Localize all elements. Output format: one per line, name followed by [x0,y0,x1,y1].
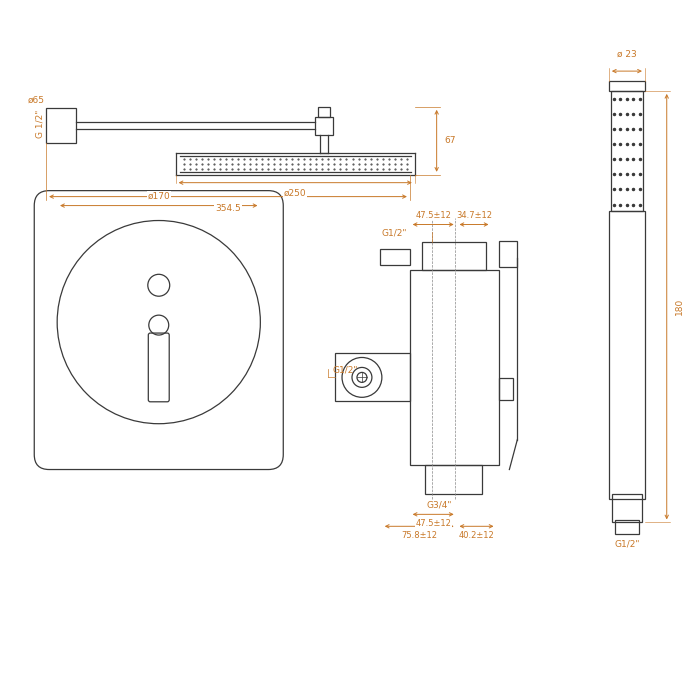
Bar [421,242,486,270]
Text: G3/4": G3/4" [427,500,452,510]
Bar [499,378,513,400]
Text: ø250: ø250 [284,188,307,197]
Text: 180: 180 [675,298,684,315]
Text: ø170: ø170 [148,192,170,201]
Bar [315,117,333,135]
Text: G1/2": G1/2" [614,539,640,548]
Text: ø 23: ø 23 [617,50,637,60]
Bar [609,81,645,91]
Text: 75.8±12: 75.8±12 [401,531,438,540]
Bar [615,520,639,534]
Text: G1/2": G1/2" [332,365,358,375]
Bar [318,107,330,117]
Bar [46,108,76,144]
Text: 34.7±12: 34.7±12 [456,211,493,220]
Text: ø65: ø65 [27,95,44,104]
Bar [410,270,499,465]
Bar [499,241,517,267]
Text: 67: 67 [444,136,456,146]
Bar [609,211,645,499]
Text: 40.2±12: 40.2±12 [458,531,494,540]
Text: 354.5: 354.5 [215,204,241,213]
Text: 47.5±12: 47.5±12 [415,519,451,528]
Bar [425,465,482,494]
Bar [611,91,643,211]
Text: 47.5±12: 47.5±12 [415,211,451,220]
Bar [612,494,642,522]
Bar [335,354,410,401]
Text: G 1/2": G 1/2" [35,110,44,138]
Text: G1/2": G1/2" [382,228,407,237]
Bar [380,249,410,265]
